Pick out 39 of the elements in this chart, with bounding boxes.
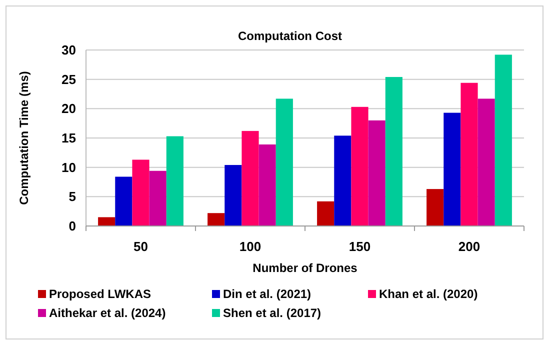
chart-title: Computation Cost (238, 29, 342, 43)
bar (444, 112, 461, 226)
bar (242, 130, 259, 226)
legend-label: Din et al. (2021) (223, 287, 312, 302)
legend-label: Khan et al. (2020) (379, 287, 478, 302)
y-tick-label: 5 (68, 189, 76, 204)
legend-label: Proposed LWKAS (49, 287, 152, 302)
bar (368, 120, 386, 226)
bar (478, 98, 495, 226)
bar (166, 136, 184, 226)
bar (494, 54, 512, 226)
bar (276, 98, 293, 226)
bar (317, 201, 334, 226)
bar (258, 144, 276, 226)
x-tick-label: 100 (239, 239, 262, 254)
bar (98, 217, 116, 226)
bar (351, 106, 368, 226)
legend-label: Aithekar et al. (2024) (49, 306, 166, 320)
bar (334, 136, 352, 226)
y-tick-label: 25 (62, 72, 76, 87)
y-tick-label: 30 (62, 42, 76, 58)
y-tick-label: 0 (68, 218, 76, 234)
bar (460, 82, 478, 226)
legend-label: Shen et al. (2017) (223, 306, 322, 320)
y-axis-title: Computation Time (ms) (17, 71, 31, 205)
y-tick-label: 15 (62, 130, 76, 146)
bar (385, 76, 402, 226)
y-tick-label: 20 (62, 101, 76, 116)
bar (224, 164, 242, 226)
bar (208, 213, 225, 226)
bar (426, 189, 444, 226)
x-tick-label: 200 (458, 239, 480, 254)
bar (132, 160, 150, 226)
x-tick-label: 50 (134, 239, 148, 254)
y-tick-label: 10 (62, 160, 76, 175)
bar (115, 176, 132, 226)
bar (149, 170, 166, 226)
x-tick-label: 150 (348, 239, 371, 254)
x-axis-title: Number of Drones (252, 261, 358, 275)
